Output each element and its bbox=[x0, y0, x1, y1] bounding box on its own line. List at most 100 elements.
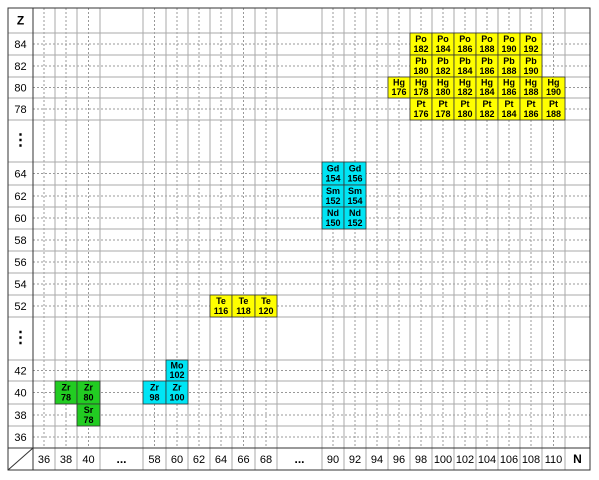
mass-number: 186 bbox=[501, 87, 516, 97]
element-symbol: Te bbox=[216, 296, 226, 306]
z-label: 64 bbox=[14, 168, 26, 180]
n-label: 96 bbox=[393, 454, 405, 466]
z-label: 52 bbox=[14, 301, 26, 313]
mass-number: 180 bbox=[435, 87, 450, 97]
element-symbol: Pt bbox=[417, 99, 426, 109]
n-label: 110 bbox=[545, 454, 563, 466]
n-label: 98 bbox=[415, 454, 427, 466]
mass-number: 188 bbox=[501, 66, 516, 76]
mass-number: 116 bbox=[214, 306, 229, 316]
n-label: 104 bbox=[478, 454, 496, 466]
mass-number: 152 bbox=[347, 218, 362, 228]
element-symbol: Pt bbox=[483, 99, 492, 109]
mass-number: 154 bbox=[325, 174, 340, 184]
cell-box bbox=[541, 97, 566, 121]
cell-box bbox=[76, 403, 101, 427]
z-label: 60 bbox=[14, 213, 26, 225]
mass-number: 118 bbox=[236, 306, 251, 316]
z-label: ⋮ bbox=[13, 330, 29, 347]
mass-number: 102 bbox=[169, 370, 184, 380]
z-label: 84 bbox=[14, 39, 26, 51]
n-label: 90 bbox=[327, 454, 339, 466]
element-symbol: Pt bbox=[505, 99, 514, 109]
element-symbol: Po bbox=[481, 34, 493, 44]
element-symbol: Zr bbox=[62, 382, 71, 392]
element-symbol: Gd bbox=[349, 163, 362, 173]
element-symbol: Pb bbox=[459, 56, 471, 66]
mass-number: 78 bbox=[61, 393, 71, 403]
n-label: N bbox=[573, 452, 582, 466]
n-label: 106 bbox=[500, 454, 518, 466]
n-label: 102 bbox=[456, 454, 474, 466]
element-symbol: Hg bbox=[503, 78, 515, 88]
mass-number: 188 bbox=[523, 87, 538, 97]
element-symbol: Po bbox=[437, 34, 449, 44]
element-symbol: Zr bbox=[173, 382, 182, 392]
n-label: 68 bbox=[260, 454, 272, 466]
mass-number: 184 bbox=[501, 109, 516, 119]
element-symbol: Zr bbox=[150, 382, 159, 392]
mass-number: 152 bbox=[325, 196, 340, 206]
element-symbol: Sm bbox=[326, 186, 340, 196]
z-label: 58 bbox=[14, 235, 26, 247]
mass-number: 176 bbox=[413, 109, 428, 119]
element-symbol: Hg bbox=[415, 78, 427, 88]
mass-number: 182 bbox=[479, 109, 494, 119]
n-label: 62 bbox=[193, 454, 205, 466]
mass-number: 98 bbox=[149, 393, 159, 403]
element-symbol: Hg bbox=[548, 78, 560, 88]
element-symbol: Pb bbox=[415, 56, 427, 66]
element-symbol: Pb bbox=[503, 56, 515, 66]
element-symbol: Pb bbox=[437, 56, 449, 66]
z-label: 38 bbox=[14, 410, 26, 422]
mass-number: 186 bbox=[457, 44, 472, 54]
element-symbol: Sr bbox=[84, 405, 94, 415]
n-label: ... bbox=[294, 452, 304, 466]
element-symbol: Te bbox=[239, 296, 249, 306]
cell-box bbox=[343, 206, 367, 230]
mass-number: 156 bbox=[347, 174, 362, 184]
n-label: 40 bbox=[82, 454, 94, 466]
mass-number: 180 bbox=[413, 66, 428, 76]
n-label: ... bbox=[116, 452, 126, 466]
mass-number: 188 bbox=[546, 109, 561, 119]
mass-number: 186 bbox=[523, 109, 538, 119]
mass-number: 184 bbox=[479, 87, 494, 97]
z-label: 54 bbox=[14, 279, 26, 291]
element-symbol: Po bbox=[415, 34, 427, 44]
mass-number: 192 bbox=[523, 44, 538, 54]
n-label: 100 bbox=[434, 454, 452, 466]
element-symbol: Hg bbox=[481, 78, 493, 88]
z-label: 40 bbox=[14, 387, 26, 399]
mass-number: 182 bbox=[457, 87, 472, 97]
z-label: 42 bbox=[14, 365, 26, 377]
mass-number: 190 bbox=[523, 66, 538, 76]
mass-number: 182 bbox=[413, 44, 428, 54]
n-label: 60 bbox=[171, 454, 183, 466]
z-label: 36 bbox=[14, 432, 26, 444]
element-symbol: Nd bbox=[349, 208, 361, 218]
element-symbol: Hg bbox=[459, 78, 471, 88]
